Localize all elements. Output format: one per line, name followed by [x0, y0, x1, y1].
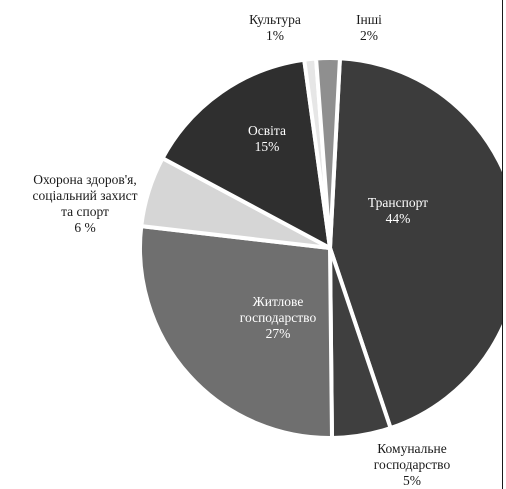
- slice-label-line: Комунальне: [377, 441, 447, 456]
- slice-label-line: Освіта: [248, 123, 286, 138]
- slice-label-7: Інші 2%: [356, 12, 382, 43]
- slice-label-line: 44%: [386, 211, 411, 226]
- slice-label-line: 1%: [266, 28, 284, 43]
- slice-label-line: Охорона здоров'я,: [33, 172, 136, 187]
- slice-label-line: 5%: [403, 473, 421, 488]
- slice-label-line: господарство: [374, 457, 451, 472]
- slice-label-line: 15%: [255, 139, 280, 154]
- slice-label-6: Культура 1%: [249, 12, 301, 43]
- pie-slice-3: [138, 224, 334, 440]
- slice-label-line: 27%: [266, 326, 291, 341]
- slice-label-line: 2%: [360, 28, 378, 43]
- slice-label-1: Транспорт 44%: [368, 195, 428, 226]
- slice-label-4: Охорона здоров'я, соціальний захист та спо…: [33, 172, 138, 235]
- slice-label-line: господарство: [240, 310, 317, 325]
- pie-slice-1: [328, 56, 502, 431]
- slice-label-2: Комунальне господарство 5%: [374, 441, 451, 488]
- slice-label-line: Житлове: [253, 294, 304, 309]
- slice-label-line: Інші: [356, 12, 382, 27]
- slice-label-line: Культура: [249, 12, 301, 27]
- slice-label-3: Житлове господарство 27%: [240, 294, 317, 341]
- pie-slice-7: [314, 56, 342, 250]
- slice-label-line: 6 %: [74, 220, 95, 235]
- slice-label-line: та спорт: [61, 204, 109, 219]
- slice-label-line: соціальний захист: [33, 188, 138, 203]
- pie-slice-5: [160, 57, 332, 250]
- slice-label-line: Транспорт: [368, 195, 428, 210]
- slice-label-5: Освіта 15%: [248, 123, 286, 154]
